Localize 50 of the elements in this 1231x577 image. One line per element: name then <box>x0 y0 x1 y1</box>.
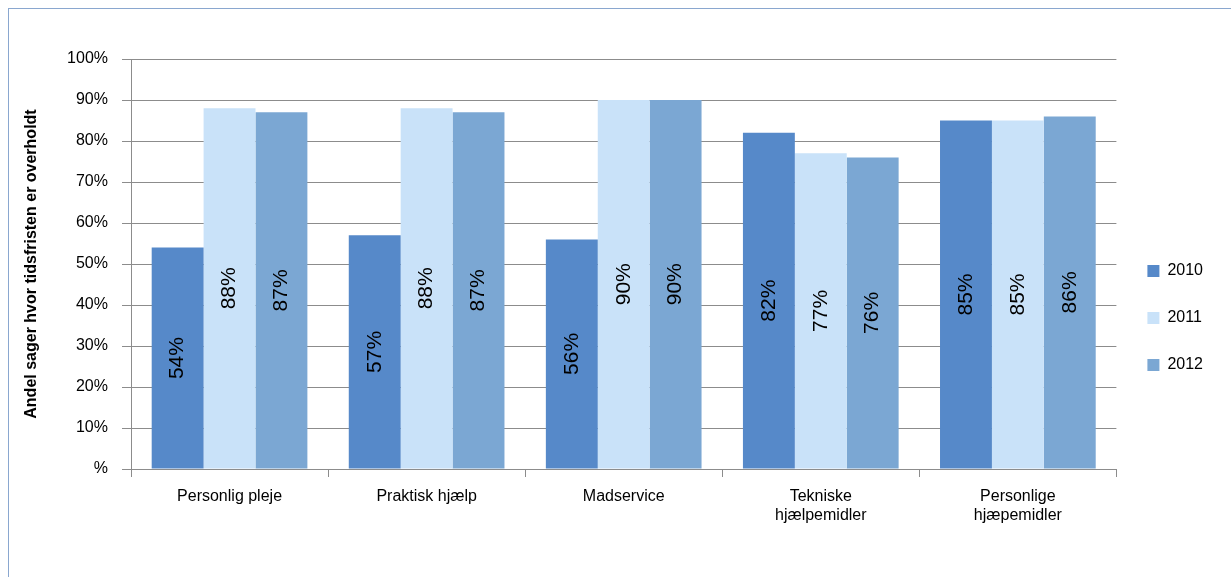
data-label: 85% <box>952 273 976 316</box>
bar <box>255 112 308 469</box>
y-tick-label: 10% <box>75 418 108 436</box>
bar <box>400 108 453 469</box>
y-tick-label: 40% <box>75 295 108 313</box>
x-tick-label: Tekniske hjælpemidler <box>774 487 868 524</box>
data-label: 87% <box>465 269 489 312</box>
data-label: 57% <box>361 330 385 373</box>
y-tick-label: 50% <box>75 254 108 272</box>
y-tick-label: 70% <box>75 172 108 190</box>
y-tick-label: 100% <box>67 49 108 67</box>
bar <box>649 100 702 469</box>
bar <box>151 247 204 469</box>
x-tick-label: Praktisk hjælp <box>376 487 477 505</box>
bar <box>742 132 795 469</box>
bar <box>940 120 992 469</box>
bar <box>545 239 598 469</box>
data-label: 54% <box>164 337 188 380</box>
bar <box>1043 116 1096 469</box>
y-tick-label: 90% <box>75 90 108 108</box>
data-label: 87% <box>268 269 292 312</box>
x-tick-label: Personlig pleje <box>177 487 283 505</box>
data-label: 90% <box>662 263 686 306</box>
data-label: 88% <box>413 267 437 310</box>
bar <box>991 120 1044 469</box>
y-tick-label: % <box>93 459 108 477</box>
data-label: 90% <box>610 263 634 306</box>
bar <box>846 157 899 469</box>
data-label: 76% <box>859 291 883 334</box>
x-tick-label: Personlige hjæpemidler <box>973 487 1063 524</box>
bar <box>452 112 505 469</box>
data-label: 77% <box>807 289 831 332</box>
y-tick-label: 30% <box>75 336 108 354</box>
legend-label: 2011 <box>1167 308 1202 326</box>
y-tick-label: 20% <box>75 377 108 395</box>
data-label: 56% <box>558 332 582 375</box>
data-label: 86% <box>1056 271 1080 314</box>
bar <box>203 108 256 469</box>
bar <box>348 235 401 469</box>
legend-label: 2010 <box>1167 261 1204 279</box>
y-tick-label: 60% <box>75 213 108 231</box>
legend-label: 2012 <box>1167 355 1204 373</box>
x-tick-label: Madservice <box>582 487 665 505</box>
bar <box>597 100 650 469</box>
y-tick-label: 80% <box>75 131 108 149</box>
data-label: 85% <box>1004 273 1028 316</box>
data-label: 82% <box>755 279 779 322</box>
data-label: 88% <box>216 267 240 310</box>
y-axis-title: Andel sager hvor tidsfristen er overholdt <box>22 108 40 419</box>
bar <box>794 153 847 469</box>
